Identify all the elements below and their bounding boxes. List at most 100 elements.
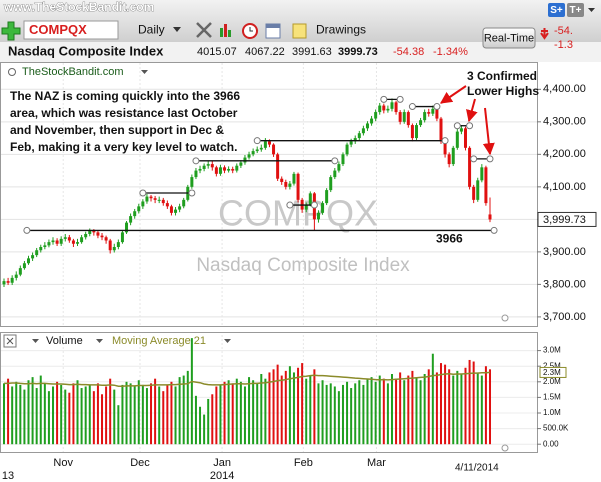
volume-bar xyxy=(309,375,312,445)
volume-bar xyxy=(199,406,202,445)
volume-bar xyxy=(305,378,308,445)
volume-bar xyxy=(403,380,406,445)
candle-body xyxy=(325,190,329,204)
annotation-line: and November, then support in Dec & xyxy=(10,123,224,137)
share-button[interactable] xyxy=(548,3,565,17)
volume-bar xyxy=(133,386,136,445)
dropdown-arrow[interactable] xyxy=(96,339,103,343)
candle-body xyxy=(361,128,365,134)
volume-bar xyxy=(52,386,55,445)
volume-bar xyxy=(268,372,271,445)
candle-body xyxy=(137,206,141,212)
volume-bar xyxy=(362,384,365,445)
volume-tick-label: 2.0M xyxy=(543,377,561,386)
overlay-icon[interactable] xyxy=(8,68,16,76)
level-handle xyxy=(192,157,200,165)
volume-bar xyxy=(460,374,463,445)
candle-body xyxy=(365,123,369,129)
candle-body xyxy=(272,144,276,155)
volume-bar xyxy=(43,383,46,445)
candle-body xyxy=(51,240,55,243)
candle-body xyxy=(321,203,325,213)
candle-body xyxy=(435,108,439,119)
volume-bar xyxy=(145,388,148,445)
volume-bar xyxy=(227,380,230,445)
candle-body xyxy=(116,242,120,247)
volume-bar xyxy=(448,369,451,445)
volume-bar xyxy=(92,391,95,445)
candle-body xyxy=(133,211,137,217)
dropdown-arrow[interactable] xyxy=(141,70,148,74)
candle-body xyxy=(80,237,84,243)
volume-bar xyxy=(288,366,291,445)
volume-bar xyxy=(256,383,259,445)
candle-body xyxy=(386,108,390,111)
candle-body xyxy=(120,232,124,243)
candle-body xyxy=(71,240,75,244)
volume-tick-label: 2.5M xyxy=(543,361,561,370)
volume-bar xyxy=(35,388,38,445)
level-handle xyxy=(490,226,498,234)
candle-body xyxy=(345,144,349,155)
y-tick-label: 4,400.00 xyxy=(543,83,586,95)
y-tick-label: 3,700.00 xyxy=(543,311,586,323)
volume-bar xyxy=(390,374,393,445)
volume-bar xyxy=(366,378,369,445)
volume-bar xyxy=(194,395,197,445)
share-button[interactable] xyxy=(567,3,584,17)
y-tick-label: 3,800.00 xyxy=(543,278,586,290)
volume-bar xyxy=(203,414,206,445)
candle-body xyxy=(357,133,361,139)
volume-bar xyxy=(354,383,357,445)
tool-icons[interactable] xyxy=(196,22,307,39)
volume-bar xyxy=(301,363,304,445)
ma-line xyxy=(4,371,491,387)
volume-bar xyxy=(19,384,22,445)
candle-body xyxy=(427,112,431,114)
volume-bar xyxy=(411,370,414,445)
dropdown-arrow[interactable] xyxy=(224,339,231,343)
drawings-button[interactable]: Drawings xyxy=(316,23,366,37)
candle-body xyxy=(316,212,320,220)
candle-body xyxy=(210,164,214,168)
candle-body xyxy=(480,167,484,181)
note-arrow xyxy=(466,98,478,123)
volume-bar xyxy=(489,369,491,445)
volume-bar xyxy=(166,384,169,445)
candle-body xyxy=(202,165,206,169)
volume-bar xyxy=(325,384,328,445)
annotation-line: area, which was resistance last October xyxy=(10,106,238,120)
volume-bar xyxy=(378,375,381,445)
volume-bar xyxy=(231,383,234,445)
dropdown-arrow[interactable] xyxy=(173,27,181,32)
volume-bar xyxy=(162,391,165,445)
level-handle xyxy=(23,226,31,234)
level-handle xyxy=(486,155,494,163)
candle-body xyxy=(333,170,337,178)
candle-body xyxy=(145,196,149,202)
dropdown-arrow[interactable] xyxy=(32,339,39,343)
candle-body xyxy=(280,178,284,182)
realtime-label: Real-Time xyxy=(484,32,534,44)
volume-bar xyxy=(386,383,389,445)
volume-bar xyxy=(56,381,59,445)
add-icon[interactable] xyxy=(1,21,21,41)
realtime-button[interactable] xyxy=(482,27,536,49)
candle-body xyxy=(468,147,472,187)
period[interactable]: Daily xyxy=(138,23,165,37)
volume-bar xyxy=(395,378,398,445)
level-handle xyxy=(331,157,339,165)
volume-bar xyxy=(480,375,483,445)
title-watermark: Nasdaq Composite Index xyxy=(196,255,410,276)
symbol-input[interactable] xyxy=(23,20,119,40)
candle-body xyxy=(243,157,247,163)
volume-bar xyxy=(101,394,104,445)
dropdown-arrow[interactable] xyxy=(588,8,595,12)
candle-body xyxy=(443,141,447,155)
realtime-change: -54. xyxy=(554,25,573,37)
ma-name: Moving Average 21 xyxy=(112,335,206,347)
level-handle xyxy=(188,189,196,197)
volume-bar xyxy=(121,384,124,445)
level-handle xyxy=(139,189,147,197)
candle-body xyxy=(353,138,357,142)
